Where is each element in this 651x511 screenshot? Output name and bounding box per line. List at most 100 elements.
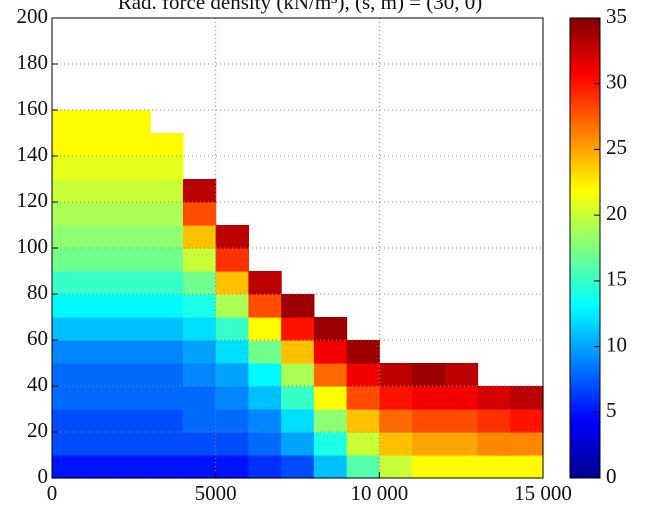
heat-cell	[117, 179, 151, 203]
heat-cell	[477, 455, 511, 479]
heat-cell	[150, 179, 184, 203]
heat-cell	[510, 432, 544, 456]
heat-cell	[117, 225, 151, 249]
heat-cell	[182, 409, 217, 433]
heat-cell	[52, 432, 86, 456]
heat-cell	[52, 409, 86, 433]
heat-cell	[182, 363, 217, 387]
heat-cell	[379, 386, 413, 410]
x-tick-label: 15 000	[514, 481, 572, 505]
heat-cell	[117, 317, 151, 341]
heat-cell	[84, 271, 119, 295]
heat-cell	[215, 225, 249, 249]
heat-cell	[84, 179, 119, 203]
heat-cell	[248, 432, 282, 456]
heat-cell	[215, 409, 249, 433]
y-tick-label: 60	[27, 326, 48, 350]
heat-cell	[281, 432, 315, 456]
heat-cell	[117, 110, 151, 134]
heat-cell	[182, 386, 217, 410]
x-tick-label: 5000	[195, 481, 237, 505]
heat-cell	[52, 363, 86, 387]
heat-cell	[248, 340, 282, 364]
heat-cell	[150, 133, 184, 157]
heat-cell	[313, 455, 348, 479]
heat-cell	[117, 363, 151, 387]
heat-cell	[215, 455, 249, 479]
heat-cell	[52, 225, 86, 249]
y-tick-label: 20	[27, 418, 48, 442]
heat-cell	[84, 363, 119, 387]
heat-cell	[117, 133, 151, 157]
heat-cell	[444, 455, 479, 479]
plot-area	[52, 110, 544, 479]
heat-cell	[52, 248, 86, 272]
heat-cell	[510, 455, 544, 479]
heat-cell	[117, 455, 151, 479]
heat-cell	[52, 110, 86, 134]
heat-cell	[84, 202, 119, 226]
heat-cell	[84, 248, 119, 272]
heat-cell	[379, 409, 413, 433]
heat-cell	[182, 317, 217, 341]
heat-cell	[150, 271, 184, 295]
heat-cell	[313, 409, 348, 433]
heat-cell	[150, 409, 184, 433]
heat-cell	[313, 363, 348, 387]
heat-cell	[84, 409, 119, 433]
heat-cell	[117, 386, 151, 410]
heat-cell	[248, 317, 282, 341]
heat-cell	[444, 432, 479, 456]
y-tick-label: 140	[17, 142, 49, 166]
heat-cell	[52, 317, 86, 341]
y-tick-label: 0	[38, 464, 49, 488]
heat-cell	[150, 455, 184, 479]
heat-cell	[52, 133, 86, 157]
heat-cell	[281, 409, 315, 433]
heat-cell	[477, 432, 511, 456]
heat-cell	[52, 179, 86, 203]
heat-cell	[248, 409, 282, 433]
axes-box	[51, 17, 544, 479]
heat-cell	[346, 432, 380, 456]
heat-cell	[150, 202, 184, 226]
heat-cell	[84, 317, 119, 341]
heat-cell	[84, 294, 119, 318]
heat-cell	[379, 432, 413, 456]
heat-cell	[84, 110, 119, 134]
heat-cell	[215, 340, 249, 364]
heat-cell	[117, 202, 151, 226]
y-tick-label: 80	[27, 280, 48, 304]
y-tick-label: 100	[17, 234, 49, 258]
colorbar-tick-label: 10	[606, 332, 627, 356]
heat-cell	[150, 225, 184, 249]
heat-cell	[346, 363, 380, 387]
heat-cell	[215, 248, 249, 272]
colorbar	[569, 17, 601, 479]
heat-cell	[281, 386, 315, 410]
heat-cell	[313, 386, 348, 410]
heat-cell	[150, 340, 184, 364]
heat-cell	[84, 133, 119, 157]
heat-cell	[182, 179, 217, 203]
heat-cell	[182, 340, 217, 364]
heat-cell	[346, 409, 380, 433]
heat-cell	[215, 432, 249, 456]
heat-cell	[444, 363, 479, 387]
heat-cell	[248, 363, 282, 387]
heat-cell	[117, 248, 151, 272]
heat-cell	[412, 363, 446, 387]
x-tick-label: 10 000	[350, 481, 408, 505]
heat-cell	[84, 432, 119, 456]
y-tick-label: 40	[27, 372, 48, 396]
heat-cell	[52, 294, 86, 318]
heat-cell	[150, 294, 184, 318]
heat-cell	[84, 156, 119, 180]
heat-cell	[84, 340, 119, 364]
heat-cell	[444, 386, 479, 410]
colorbar-tick-label: 35	[606, 4, 627, 28]
heat-cell	[477, 386, 511, 410]
y-tick-label: 180	[17, 50, 49, 74]
y-tick-label: 160	[17, 96, 49, 120]
